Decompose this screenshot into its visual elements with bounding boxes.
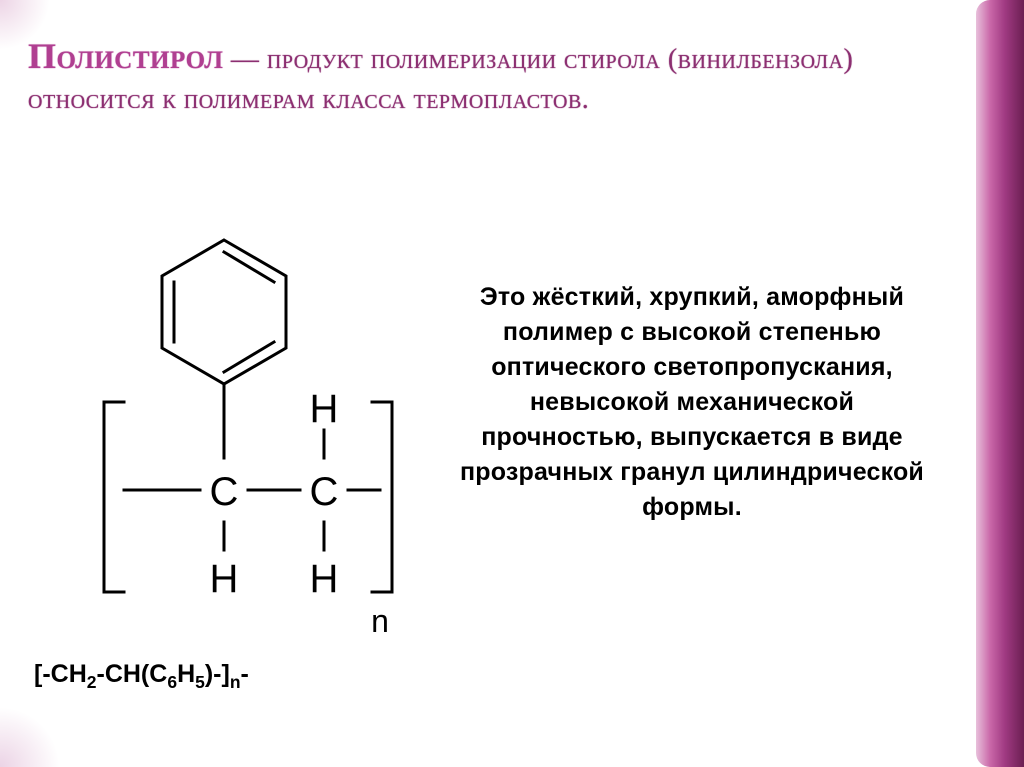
- atom-H-top-right: H: [310, 387, 339, 431]
- decoration-corner-bl: [0, 707, 60, 767]
- subscript-n: n: [371, 603, 389, 639]
- description-text: Это жёсткий, хрупкий, аморфный полимер с…: [460, 280, 924, 525]
- heading-term: Полистирол: [28, 36, 223, 76]
- atom-C-left: C: [210, 470, 239, 514]
- decoration-right-edge: [976, 0, 1024, 767]
- atom-C-right: C: [310, 470, 339, 514]
- atom-H-bottom-left: H: [210, 557, 239, 601]
- chemical-structure: H C C H H n: [34, 230, 394, 655]
- heading: Полистирол — продукт полимеризации стиро…: [28, 32, 934, 118]
- heading-dash: —: [231, 44, 260, 75]
- atom-H-bottom-right: H: [310, 557, 339, 601]
- molecular-formula: [-CH2-CH(C6H5)-]n-: [34, 660, 249, 693]
